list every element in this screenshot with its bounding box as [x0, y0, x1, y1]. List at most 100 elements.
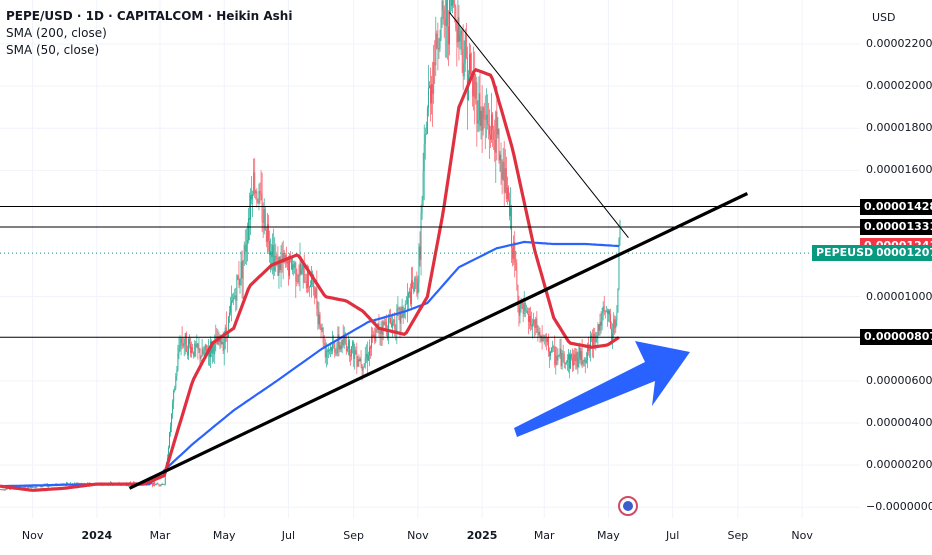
candle-body: [170, 427, 171, 433]
candle-body: [433, 62, 434, 93]
candle-body: [470, 54, 471, 74]
legend-title[interactable]: PEPE/USD · 1D · CAPITALCOM · Heikin Ashi: [6, 8, 292, 25]
candle-body: [288, 260, 289, 276]
candle-body: [553, 347, 554, 348]
candle-body: [350, 355, 351, 356]
candle-body: [261, 193, 262, 195]
candle-body: [196, 344, 197, 347]
time-tick-label: Jul: [282, 529, 295, 542]
candle-body: [581, 351, 582, 360]
candle-body: [482, 111, 483, 131]
candle-body: [242, 261, 243, 278]
candle-body: [266, 230, 267, 242]
candle-body: [262, 195, 263, 222]
candle-body: [603, 307, 604, 313]
candle-body: [307, 272, 308, 288]
candle-body: [278, 257, 279, 276]
candle-body: [546, 339, 547, 342]
candle-body: [428, 88, 429, 108]
candle-body: [158, 484, 159, 485]
candle-body: [604, 307, 605, 312]
candle-body: [200, 349, 201, 359]
candle-body: [160, 485, 161, 486]
candle-body: [329, 350, 330, 351]
candle-body: [369, 347, 370, 356]
candle-body: [254, 172, 255, 193]
candle-body: [5, 490, 6, 491]
candle-body: [247, 240, 248, 244]
legend-sma50[interactable]: SMA (50, close): [6, 42, 292, 59]
candle-body: [364, 364, 365, 367]
candle-body: [271, 252, 272, 257]
candle-body: [533, 320, 534, 324]
candle-body: [552, 347, 553, 348]
price-tick-label: −0.00000000: [866, 500, 932, 513]
candle-body: [566, 363, 567, 364]
candle-body: [229, 313, 230, 317]
time-tick-label: Sep: [728, 529, 749, 542]
candle-body: [157, 483, 158, 484]
candle-body: [492, 114, 493, 129]
candle-body: [269, 241, 270, 255]
candle-body: [609, 311, 610, 315]
candle-body: [154, 482, 155, 484]
candle-body: [358, 359, 359, 361]
candle-body: [260, 191, 261, 193]
candle-body: [445, 19, 446, 26]
legend-sma200[interactable]: SMA (200, close): [6, 25, 292, 42]
candle-body: [321, 326, 322, 330]
grid: [0, 0, 860, 518]
candle-body: [464, 63, 465, 76]
candle-body: [606, 311, 607, 312]
candle-body: [232, 300, 233, 301]
currency-label[interactable]: USD: [872, 11, 896, 24]
candle-body: [34, 488, 35, 489]
candle-body: [616, 313, 617, 321]
candle-body: [355, 350, 356, 354]
candle-body: [161, 484, 162, 485]
candle-body: [352, 342, 353, 347]
candle-body: [481, 111, 482, 126]
candle-body: [6, 489, 7, 490]
candle-body: [296, 281, 297, 282]
candle-body: [291, 258, 292, 269]
candle-body: [453, 0, 454, 4]
candle-body: [275, 256, 276, 258]
candle-body: [554, 347, 555, 365]
candle-body: [576, 352, 577, 367]
time-tick-label: Mar: [534, 529, 555, 542]
candle-body: [318, 315, 319, 325]
candle-body: [543, 338, 544, 341]
candle-body: [372, 335, 373, 337]
candle-body: [357, 359, 358, 366]
candle-body: [594, 334, 595, 342]
candle-body: [438, 48, 439, 49]
candle-body: [224, 342, 225, 351]
candle-body: [272, 245, 273, 257]
price-tick-label: 0.00000200: [866, 458, 932, 471]
candle-body: [507, 187, 508, 198]
candle-body: [361, 359, 362, 365]
candle-body: [529, 316, 530, 322]
candle-body: [564, 354, 565, 364]
candle-body: [314, 290, 315, 299]
candle-body: [501, 155, 502, 172]
candle-body: [509, 200, 510, 216]
candle-body: [505, 168, 506, 192]
candle-body: [488, 125, 489, 126]
candle-body: [192, 347, 193, 352]
candle-body: [310, 285, 311, 287]
candle-body: [580, 347, 581, 360]
candle-body: [502, 172, 503, 180]
candles-layer: [0, 0, 620, 491]
candle-body: [317, 309, 318, 324]
candle-body: [515, 262, 516, 270]
candle-body: [423, 171, 424, 199]
candle-body: [316, 288, 317, 309]
candle-body: [478, 93, 479, 120]
candle-body: [230, 305, 231, 313]
candle-body: [523, 303, 524, 313]
candle-body: [193, 352, 194, 356]
